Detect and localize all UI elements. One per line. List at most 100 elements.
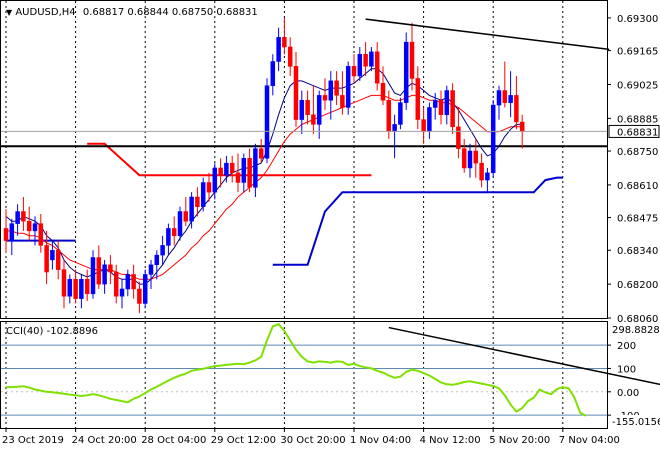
candle [177,206,183,241]
candle-body [409,41,415,79]
candle [241,153,247,193]
candle [398,97,403,130]
candle-body [299,99,305,120]
candle [90,250,96,299]
candle [363,42,368,77]
candle-body [79,279,84,299]
candle-body [264,85,270,159]
time-tick-label: 4 Nov 12:00 [420,435,481,446]
candle-body [61,269,67,297]
candle [432,92,438,120]
candle-body [438,99,444,115]
candle-body [328,80,334,101]
candle [160,235,165,265]
candle-body [84,279,90,295]
candle-body [345,66,351,108]
time-tick-label: 30 Oct 20:00 [280,435,345,446]
candle [125,269,131,297]
price-tick-label: 0.68475 [617,214,658,225]
candle-body [148,264,154,275]
cci-tick-label: 200 [617,341,636,352]
time-tick-label: 5 Nov 20:00 [489,435,550,446]
candle-body [415,78,421,120]
candle [113,264,119,304]
candle [50,240,55,270]
candle [137,281,142,314]
candle [316,90,322,139]
candle [195,187,200,217]
candle-body [456,126,461,149]
cci-scale-max-label: 298.8828 [612,325,660,336]
candle-body [496,90,502,106]
candle-body [67,279,73,297]
candle-body [514,95,519,123]
candle [224,155,229,183]
candle [235,153,241,193]
candle-body [32,223,38,232]
candle [322,78,328,110]
candle-body [253,148,258,188]
candle [154,250,160,280]
time-axis: 23 Oct 2019 24 Oct 20:00 28 Oct 04:00 29 Oc… [2,428,620,446]
candle-body [189,196,194,222]
candle [473,138,479,178]
candle-body [125,274,131,290]
cci-scale-min-bg [612,415,660,427]
candle [369,46,374,72]
candle-body [473,150,479,164]
candle [357,46,363,81]
candle [502,61,508,108]
candle-body [357,53,363,77]
candle [84,269,90,302]
candle [270,54,276,96]
cci-tick-label: 0.00 [617,388,639,399]
candle-body [479,162,484,181]
candle-body [206,182,212,193]
ohlc-label: 0.68817 0.68844 0.68750 0.68831 [83,7,258,18]
candle [15,204,20,236]
candle-body [490,104,496,174]
candle [345,61,351,115]
candle-body [386,99,392,132]
cci-scale-min-label: -155.0156 [612,417,660,428]
cci-grid [1,322,607,428]
candle-body [340,95,345,108]
candle [293,51,299,127]
candle [131,264,136,299]
candle-body [142,274,148,304]
candle-body [316,95,322,125]
time-tick-label: 23 Oct 2019 [2,435,64,446]
candle [351,54,357,84]
candle-body [224,162,229,176]
candle [206,172,212,202]
candle-body [9,223,15,241]
candle [305,90,310,125]
candle-body [3,228,9,241]
candle-body [322,95,328,101]
candle-body [21,211,26,222]
candle-body [374,51,380,84]
candle [55,240,61,280]
candle [374,42,380,91]
candle-body [421,119,426,132]
candle-body [235,172,241,183]
candle-body [403,41,409,103]
price-tick-label: 0.69025 [617,80,658,91]
candle [508,71,513,118]
candle [409,22,415,91]
candle-body [102,264,107,285]
candle-body [461,148,467,169]
candle-body [50,249,55,261]
candle-body [113,271,119,297]
candles [3,17,525,314]
candle [171,216,177,246]
candle-body [183,211,189,222]
time-tick-label: 29 Oct 12:00 [211,435,276,446]
candle [119,279,125,309]
candle-body [154,254,160,266]
price-tick-label: 0.68340 [617,246,658,257]
candle-body [195,196,200,207]
